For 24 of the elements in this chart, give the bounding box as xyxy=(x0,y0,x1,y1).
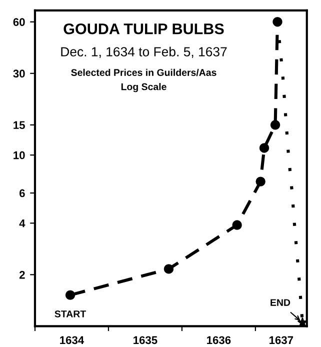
point xyxy=(259,143,270,153)
x-tick-label: 1634 xyxy=(60,336,84,344)
point xyxy=(298,317,307,326)
text: Dec. 1, 1634 to Feb. 5, 1637 xyxy=(61,46,227,58)
y-tick-label: 4 xyxy=(19,220,26,228)
text: GOUDA TULIP BULBS xyxy=(64,23,224,34)
annotation: START xyxy=(54,310,86,318)
point xyxy=(164,264,174,274)
annotation: END xyxy=(270,299,290,306)
point xyxy=(232,220,242,230)
y-tick-label: 10 xyxy=(14,151,25,160)
annotation: Selected Prices in Guilders/Aas xyxy=(71,68,216,76)
y-tick-label: 30 xyxy=(13,70,25,78)
y-tick-label: 6 xyxy=(19,189,25,198)
point xyxy=(65,290,76,300)
y-tick-label: 60 xyxy=(13,18,25,26)
y-tick-label: 15 xyxy=(14,121,25,130)
y-tick-label: 2 xyxy=(19,270,25,279)
annotation: Log Scale xyxy=(121,83,166,92)
point xyxy=(270,120,280,130)
x-tick-label: 1636 xyxy=(207,336,231,344)
point xyxy=(256,176,266,186)
x-tick-label: 1635 xyxy=(134,336,158,344)
x-tick-label: 1637 xyxy=(270,336,294,344)
